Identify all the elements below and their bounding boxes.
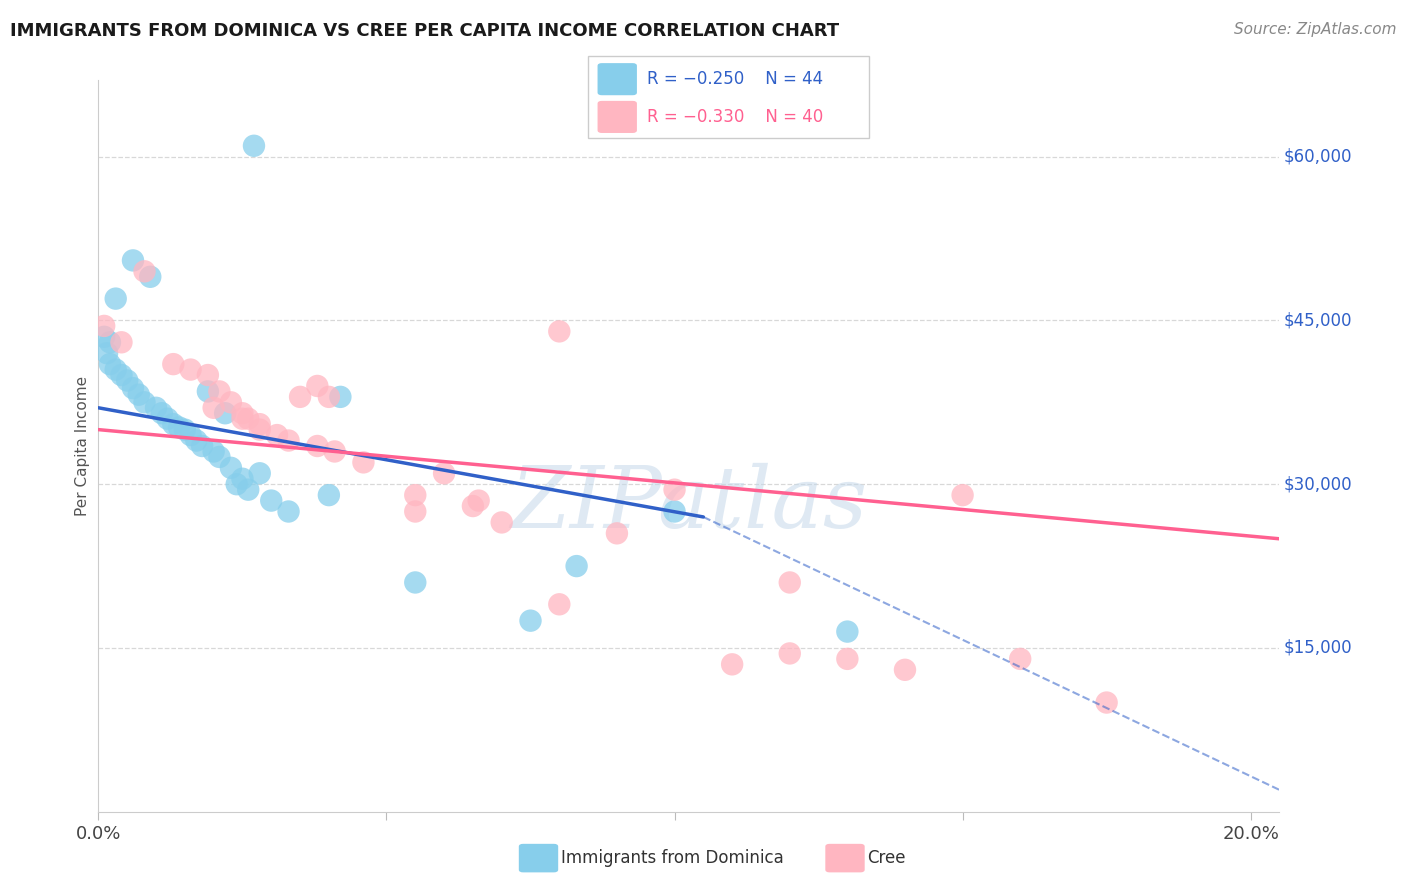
Point [139, 269, 162, 284]
Point [519, 614, 541, 628]
Text: $15,000: $15,000 [1284, 639, 1353, 657]
Point [352, 455, 374, 469]
Point [202, 444, 225, 458]
Point [122, 381, 145, 395]
Point [837, 624, 859, 639]
Point [548, 324, 571, 338]
Point [329, 390, 352, 404]
Point [721, 657, 744, 672]
Point [219, 395, 242, 409]
Point [288, 390, 311, 404]
Point [197, 368, 219, 382]
Point [134, 264, 156, 278]
Point [318, 390, 340, 404]
Point [180, 428, 202, 442]
Point [110, 335, 132, 350]
Text: R = −0.250    N = 44: R = −0.250 N = 44 [647, 70, 823, 88]
Point [231, 472, 253, 486]
Point [191, 439, 214, 453]
Point [180, 362, 202, 376]
Point [606, 526, 628, 541]
Text: Cree: Cree [868, 849, 905, 867]
Point [231, 406, 253, 420]
Point [145, 401, 167, 415]
Point [249, 423, 271, 437]
Point [266, 428, 288, 442]
Point [779, 575, 801, 590]
Point [548, 597, 571, 611]
Point [404, 575, 426, 590]
Point [307, 439, 329, 453]
Point [837, 652, 859, 666]
Point [467, 493, 489, 508]
Point [894, 663, 917, 677]
Point [104, 292, 127, 306]
Point [225, 477, 247, 491]
Point [173, 423, 195, 437]
Text: $45,000: $45,000 [1284, 311, 1353, 329]
Point [1010, 652, 1032, 666]
Point [404, 488, 426, 502]
Text: IMMIGRANTS FROM DOMINICA VS CREE PER CAPITA INCOME CORRELATION CHART: IMMIGRANTS FROM DOMINICA VS CREE PER CAP… [10, 22, 839, 40]
Point [150, 406, 173, 420]
Point [96, 346, 118, 360]
Point [231, 411, 253, 425]
Point [208, 384, 231, 399]
Point [104, 362, 127, 376]
Point [238, 411, 260, 425]
Point [404, 504, 426, 518]
Point [307, 379, 329, 393]
Point [664, 504, 686, 518]
Point [93, 318, 115, 333]
Point [202, 401, 225, 415]
Point [779, 647, 801, 661]
Point [277, 434, 299, 448]
Point [249, 467, 271, 481]
Point [162, 417, 184, 432]
Point [433, 467, 456, 481]
Point [1095, 696, 1118, 710]
Point [952, 488, 974, 502]
Point [208, 450, 231, 464]
Point [323, 444, 346, 458]
Point [318, 488, 340, 502]
Point [238, 483, 260, 497]
Point [93, 330, 115, 344]
Point [243, 138, 266, 153]
Point [277, 504, 299, 518]
Point [162, 357, 184, 371]
Point [491, 516, 513, 530]
Point [167, 420, 190, 434]
Text: Source: ZipAtlas.com: Source: ZipAtlas.com [1233, 22, 1396, 37]
Point [98, 357, 121, 371]
Point [186, 434, 208, 448]
Point [128, 387, 150, 401]
Point [98, 335, 121, 350]
Point [134, 395, 156, 409]
Point [565, 559, 588, 574]
Text: $60,000: $60,000 [1284, 148, 1353, 166]
Point [219, 460, 242, 475]
Point [214, 406, 236, 420]
Point [197, 384, 219, 399]
Point [156, 411, 179, 425]
Text: ZIPatlas: ZIPatlas [510, 463, 868, 546]
Y-axis label: Per Capita Income: Per Capita Income [75, 376, 90, 516]
Text: $30,000: $30,000 [1284, 475, 1353, 493]
Text: R = −0.330    N = 40: R = −0.330 N = 40 [647, 108, 823, 126]
Point [664, 483, 686, 497]
Text: Immigrants from Dominica: Immigrants from Dominica [561, 849, 783, 867]
Point [115, 374, 138, 388]
Point [249, 417, 271, 432]
Point [122, 253, 145, 268]
Point [461, 499, 484, 513]
Point [110, 368, 132, 382]
Point [260, 493, 283, 508]
